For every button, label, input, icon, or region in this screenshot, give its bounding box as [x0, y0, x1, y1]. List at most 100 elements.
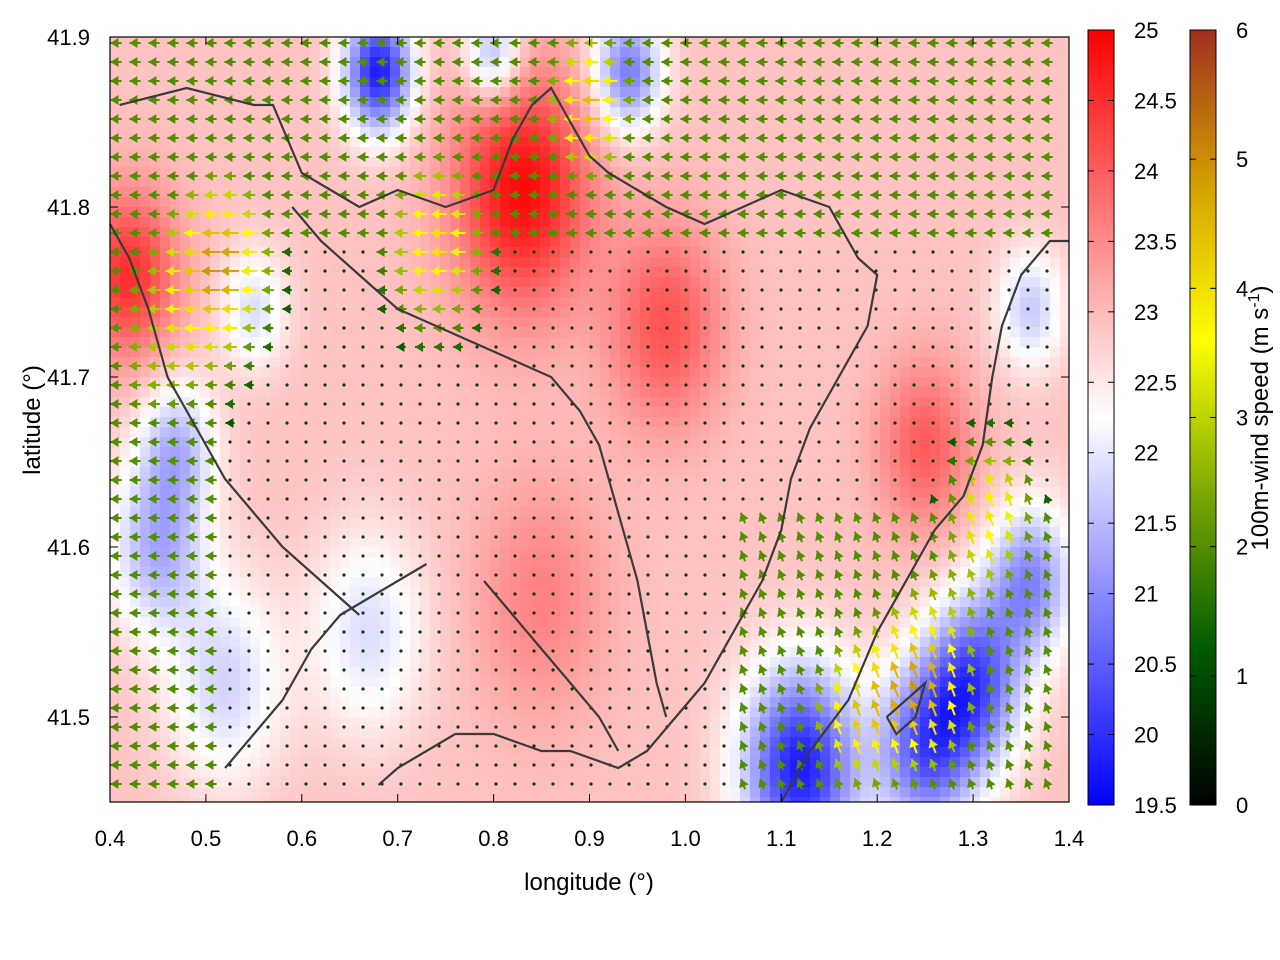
heatmap-cell [200, 417, 211, 428]
heatmap-cell [250, 747, 261, 758]
heatmap-cell [300, 357, 311, 368]
heatmap-cell [440, 347, 451, 358]
heatmap-cell [110, 677, 121, 688]
heatmap-cell [280, 707, 291, 718]
heatmap-cell [120, 777, 131, 788]
heatmap-cell [130, 347, 141, 358]
heatmap-cell [310, 417, 321, 428]
heatmap-cell [420, 737, 431, 748]
heatmap-cell [140, 247, 151, 258]
heatmap-cell [300, 727, 311, 738]
heatmap-cell [680, 67, 691, 78]
heatmap-cell [400, 447, 411, 458]
heatmap-cell [580, 737, 591, 748]
heatmap-cell [620, 117, 631, 128]
heatmap-cell [630, 307, 641, 318]
heatmap-cell [210, 697, 221, 708]
heatmap-cell [430, 407, 441, 418]
heatmap-cell [600, 497, 611, 508]
heatmap-cell [710, 647, 721, 658]
heatmap-cell [330, 197, 341, 208]
heatmap-cell [440, 587, 451, 598]
heatmap-cell [400, 607, 411, 618]
heatmap-cell [230, 407, 241, 418]
heatmap-cell [190, 327, 201, 338]
heatmap-cell [750, 617, 761, 628]
heatmap-cell [460, 607, 471, 618]
heatmap-cell [710, 787, 721, 798]
heatmap-cell [120, 487, 131, 498]
heatmap-cell [730, 97, 741, 108]
heatmap-cell [350, 697, 361, 708]
heatmap-cell [220, 237, 231, 248]
heatmap-cell [730, 537, 741, 548]
heatmap-cell [500, 217, 511, 228]
heatmap-cell [150, 407, 161, 418]
heatmap-cell [330, 437, 341, 448]
heatmap-cell [160, 277, 171, 288]
heatmap-cell [430, 287, 441, 298]
heatmap-cell [440, 487, 451, 498]
heatmap-cell [290, 787, 301, 798]
heatmap-cell [360, 487, 371, 498]
heatmap-cell [670, 797, 681, 802]
heatmap-cell [330, 237, 341, 248]
heatmap-cell [140, 467, 151, 478]
heatmap-cell [250, 377, 261, 388]
heatmap-cell [650, 127, 661, 138]
heatmap-cell [250, 257, 261, 268]
heatmap-cell [210, 257, 221, 268]
heatmap-cell [520, 627, 531, 638]
heatmap-cell [590, 297, 601, 308]
heatmap-cell [590, 637, 601, 648]
heatmap-cell [140, 487, 151, 498]
heatmap-cell [420, 707, 431, 718]
heatmap-cell [510, 727, 521, 738]
heatmap-cell [310, 157, 321, 168]
heatmap-cell [110, 67, 121, 78]
heatmap-cell [490, 657, 501, 668]
heatmap-cell [660, 477, 671, 488]
heatmap-cell [590, 467, 601, 478]
heatmap-cell [740, 657, 751, 668]
heatmap-cell [520, 517, 531, 528]
heatmap-cell [500, 277, 511, 288]
heatmap-cell [330, 527, 341, 538]
heatmap-cell [370, 627, 381, 638]
heatmap-cell [610, 117, 621, 128]
heatmap-cell [140, 377, 151, 388]
heatmap-cell [220, 437, 231, 448]
heatmap-cell [360, 47, 371, 58]
heatmap-cell [730, 117, 741, 128]
heatmap-cell [470, 607, 481, 618]
heatmap-cell [170, 537, 181, 548]
heatmap-cell [390, 727, 401, 738]
heatmap-cell [240, 477, 251, 488]
heatmap-cell [610, 137, 621, 148]
heatmap-cell [190, 457, 201, 468]
heatmap-cell [630, 437, 641, 448]
heatmap-cell [390, 597, 401, 608]
heatmap-cell [240, 87, 251, 98]
heatmap-cell [330, 157, 341, 168]
heatmap-cell [670, 257, 681, 268]
heatmap-cell [230, 637, 241, 648]
heatmap-cell [620, 667, 631, 678]
heatmap-cell [220, 497, 231, 508]
heatmap-cell [630, 607, 641, 618]
heatmap-cell [730, 237, 741, 248]
heatmap-cell [530, 617, 541, 628]
heatmap-cell [560, 607, 571, 618]
heatmap-cell [260, 397, 271, 408]
heatmap-cell [270, 367, 281, 378]
heatmap-cell [260, 277, 271, 288]
heatmap-cell [530, 477, 541, 488]
heatmap-cell [530, 407, 541, 418]
heatmap-cell [540, 747, 551, 758]
heatmap-cell [310, 327, 321, 338]
heatmap-cell [250, 357, 261, 368]
heatmap-cell [380, 297, 391, 308]
heatmap-cell [190, 397, 201, 408]
heatmap-cell [550, 277, 561, 288]
heatmap-cell [600, 97, 611, 108]
